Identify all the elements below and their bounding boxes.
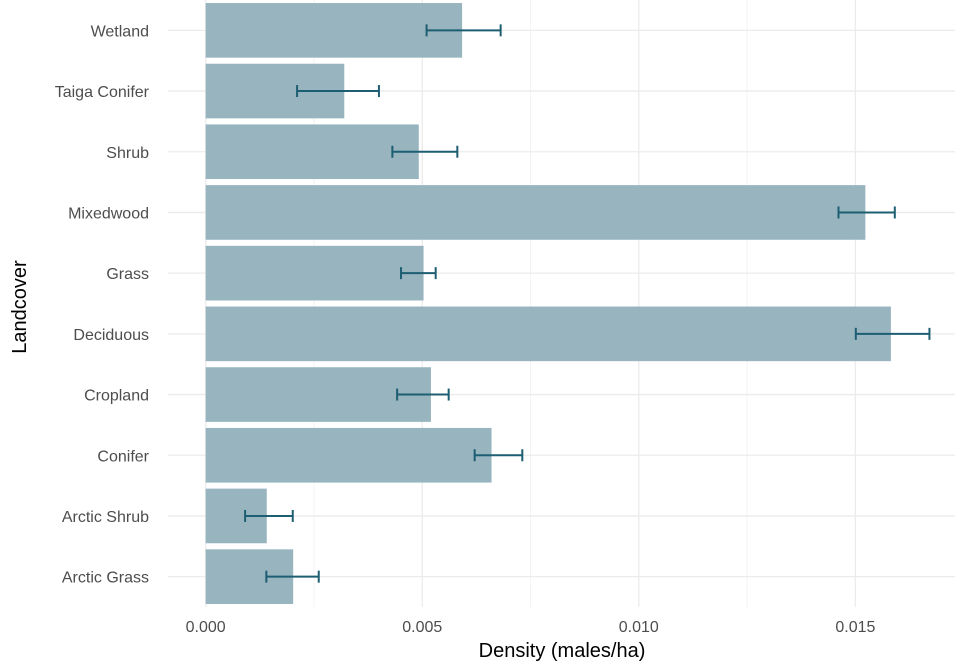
x-axis-title: Density (males/ha): [479, 640, 646, 662]
error-bar-grass: [400, 267, 437, 280]
bar-wetland: [205, 3, 463, 58]
error-bar-deciduous: [854, 327, 931, 340]
y-tick-label: Cropland: [84, 388, 149, 405]
x-axis-tick-labels: 0.000 0.005 0.010 0.015: [186, 619, 876, 636]
y-tick-label: Conifer: [97, 448, 149, 465]
x-tick-label: 0.005: [402, 619, 442, 636]
error-bar-cropland: [396, 388, 450, 401]
y-tick-label: Grass: [106, 266, 149, 283]
bars: [205, 3, 891, 604]
error-bar-arctic-shrub: [244, 509, 294, 522]
bar-deciduous: [205, 306, 891, 362]
x-tick-label: 0.000: [186, 619, 226, 636]
y-tick-label: Wetland: [91, 23, 149, 40]
y-tick-label: Shrub: [106, 145, 149, 162]
error-bar-shrub: [391, 145, 459, 158]
y-axis-tick-labels: Arctic Grass Arctic Shrub Conifer Cropland D…: [55, 23, 150, 586]
x-tick-label: 0.015: [835, 619, 875, 636]
bar-mixedwood: [205, 185, 866, 240]
error-bars: [244, 24, 931, 583]
y-tick-label: Deciduous: [73, 327, 149, 344]
error-bar-mixedwood: [837, 206, 896, 219]
bar-conifer: [205, 427, 492, 483]
y-tick-label: Mixedwood: [68, 205, 149, 222]
error-bar-taiga-conifer: [296, 85, 380, 98]
bar-grass: [205, 245, 424, 301]
y-tick-label: Arctic Grass: [62, 570, 149, 587]
y-tick-label: Arctic Shrub: [62, 509, 149, 526]
error-bar-conifer: [473, 449, 524, 462]
bar-cropland: [205, 367, 431, 422]
error-bar-wetland: [425, 24, 502, 37]
y-tick-label: Taiga Conifer: [55, 84, 150, 101]
y-axis-title: Landcover: [9, 260, 31, 354]
error-bar-arctic-grass: [265, 570, 320, 583]
x-tick-label: 0.010: [619, 619, 659, 636]
bar-shrub: [205, 124, 419, 180]
